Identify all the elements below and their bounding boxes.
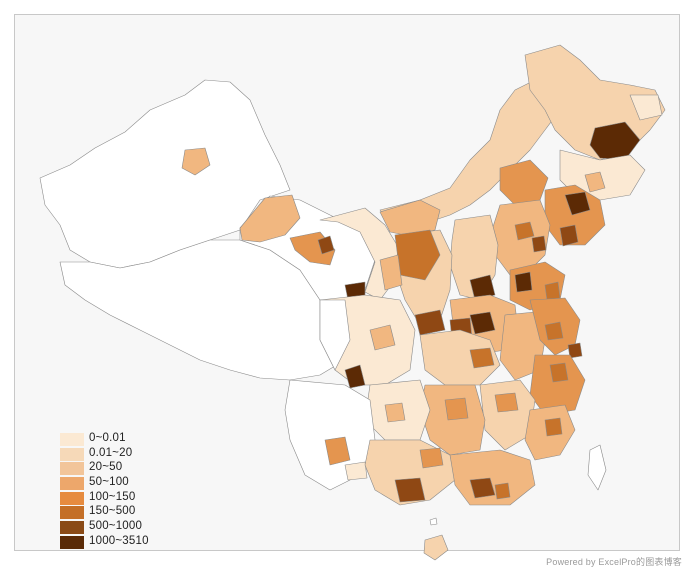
- legend-swatch: [60, 477, 84, 491]
- region-shenzhen: [494, 482, 511, 500]
- region-xinjiang-north: [181, 147, 211, 176]
- region-heilongjiang-e: [629, 94, 663, 121]
- region-guangdong: [449, 449, 536, 506]
- legend-item: 150~500: [60, 505, 180, 520]
- region-yunnan: [284, 379, 376, 491]
- region-hubei: [419, 329, 501, 386]
- legend-item: 0.01~20: [60, 447, 180, 462]
- legend-item: 500~1000: [60, 520, 180, 535]
- region-kunming: [324, 436, 351, 466]
- region-wuhan: [469, 347, 495, 369]
- legend-swatch: [60, 506, 84, 520]
- legend-item: 0~0.01: [60, 432, 180, 447]
- region-taiyuan: [469, 274, 496, 301]
- region-yunnan-s: [344, 461, 368, 481]
- legend-label: 20~50: [89, 461, 123, 474]
- legend-item: 100~150: [60, 491, 180, 506]
- legend-label: 0~0.01: [89, 432, 126, 444]
- region-chengdu: [369, 324, 396, 351]
- region-nanjing: [544, 321, 564, 341]
- region-hainan-pt: [429, 517, 438, 526]
- legend-label: 0.01~20: [89, 446, 133, 459]
- legend-swatch: [60, 535, 84, 549]
- region-dalian: [559, 224, 579, 247]
- legend-swatch: [60, 521, 84, 535]
- region-xian: [414, 309, 446, 336]
- region-nanning: [394, 477, 426, 503]
- region-taiwan: [587, 444, 607, 491]
- region-hainan: [423, 534, 449, 561]
- region-qinghai-west: [239, 194, 301, 243]
- region-inner-mongolia-w: [379, 199, 441, 237]
- region-hunan: [419, 384, 486, 456]
- region-qinghai-xining: [317, 235, 335, 255]
- region-inner-mongolia-c: [499, 159, 549, 206]
- legend-swatch: [60, 447, 84, 461]
- region-changchun: [584, 171, 606, 193]
- legend-swatch: [60, 433, 84, 446]
- region-guangzhou: [469, 477, 496, 499]
- region-beijing: [514, 221, 535, 241]
- region-guiyang: [384, 402, 406, 423]
- region-ningxia: [379, 254, 403, 291]
- legend: 0~0.01 0.01~20 20~50 50~100 100~150 150~…: [60, 432, 180, 550]
- watermark-text: Powered by ExcelPro的图表博客: [546, 557, 682, 567]
- region-nanchang: [494, 392, 519, 413]
- legend-item: 1000~3510: [60, 535, 180, 550]
- legend-label: 50~100: [89, 476, 129, 489]
- region-xinjiang: [39, 79, 291, 269]
- legend-label: 1000~3510: [89, 534, 149, 547]
- region-sichuan-s: [344, 364, 366, 389]
- region-changsha: [444, 397, 469, 421]
- region-shanghai: [567, 342, 583, 359]
- legend-label: 100~150: [89, 490, 136, 503]
- region-jinan: [514, 271, 533, 293]
- region-jilin: [559, 149, 646, 201]
- region-shenyang: [564, 191, 591, 216]
- region-fujian-n: [544, 417, 563, 437]
- legend-label: 500~1000: [89, 520, 143, 533]
- legend-label: 150~500: [89, 505, 136, 518]
- legend-swatch: [60, 491, 84, 505]
- region-tianjin: [531, 235, 547, 253]
- region-hangzhou: [549, 362, 569, 383]
- region-zhengzhou: [469, 311, 496, 335]
- legend-swatch: [60, 462, 84, 476]
- legend-item: 20~50: [60, 461, 180, 476]
- region-sichuan-w: [319, 299, 351, 371]
- legend-item: 50~100: [60, 476, 180, 491]
- region-guilin: [419, 447, 444, 469]
- region-qingdao: [544, 281, 561, 301]
